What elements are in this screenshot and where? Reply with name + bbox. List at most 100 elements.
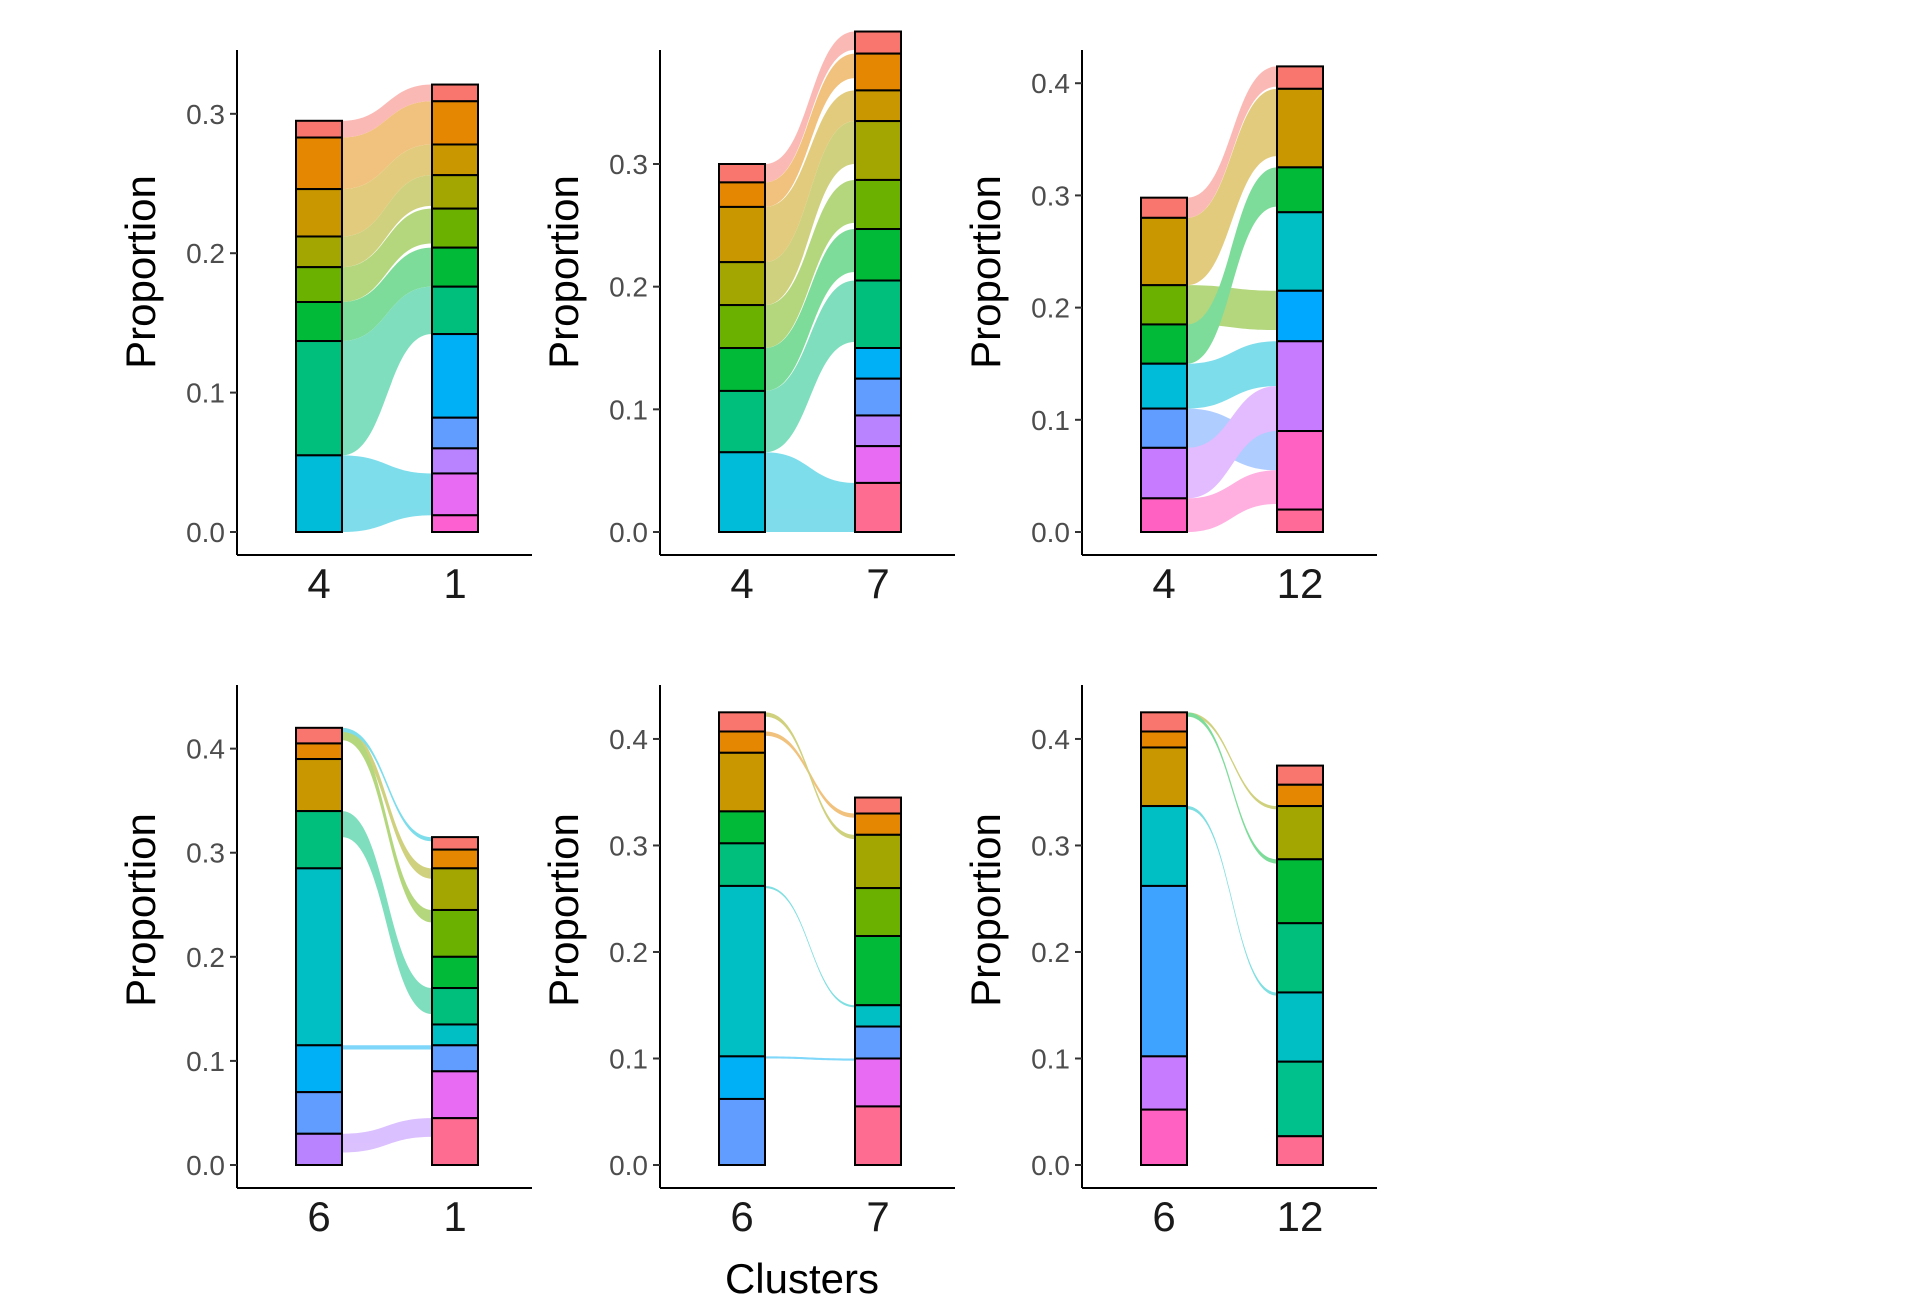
stratum — [718, 1097, 766, 1166]
stratum — [854, 1057, 902, 1108]
stratum — [431, 867, 479, 911]
stratum — [295, 867, 343, 1047]
left-stratum-bar — [295, 119, 343, 534]
panel-2: 0.0 0.1 0.2 0.3 Proportion 4 7 — [540, 30, 955, 607]
stratum — [1140, 216, 1188, 287]
flows — [1187, 66, 1277, 532]
y-axis-title: Proportion — [117, 813, 164, 1007]
stratum — [854, 52, 902, 92]
flow-band — [765, 121, 855, 306]
stratum — [295, 742, 343, 761]
stratum — [295, 454, 343, 534]
stratum — [431, 285, 479, 336]
flow-band — [765, 280, 855, 453]
flow-band — [1187, 341, 1277, 409]
stratum — [431, 955, 479, 990]
flow-band — [342, 101, 432, 190]
stratum — [1276, 1060, 1324, 1138]
flow-band — [765, 452, 855, 532]
y-tick-label: 0.1 — [1031, 1043, 1070, 1074]
x-category-label: 1 — [443, 1193, 466, 1240]
stratum — [431, 174, 479, 210]
flow-band — [765, 31, 855, 183]
y-tick-label: 0.0 — [609, 517, 648, 548]
flow-band — [765, 53, 855, 207]
stratum — [431, 416, 479, 450]
stratum — [1276, 65, 1324, 90]
flow-band — [1187, 712, 1277, 810]
y-tick-label: 0.2 — [1031, 937, 1070, 968]
stratum — [1140, 730, 1188, 749]
stratum — [1140, 497, 1188, 533]
y-tick-label: 0.2 — [609, 272, 648, 303]
stratum — [854, 414, 902, 448]
flow-band — [765, 885, 855, 1008]
stratum — [431, 987, 479, 1026]
stratum — [1276, 783, 1324, 808]
y-tick-label: 0.0 — [1031, 1150, 1070, 1181]
flow-band — [342, 455, 432, 532]
y-tick-label: 0.3 — [609, 830, 648, 861]
flows — [342, 84, 432, 532]
panel-4: 0.0 0.1 0.2 0.3 0.4 Proportion 6 1 — [117, 685, 532, 1240]
stratum — [1140, 407, 1188, 449]
stratum — [295, 810, 343, 870]
stratum — [854, 347, 902, 380]
flow-band — [342, 727, 432, 879]
flow-band — [342, 727, 432, 923]
stratum — [1276, 508, 1324, 533]
stratum — [1276, 858, 1324, 925]
stratum — [431, 1070, 479, 1120]
flow-band — [342, 175, 432, 268]
stratum — [431, 908, 479, 958]
panels: 0.0 0.1 0.2 0.3 Proportion 4 1 0.0 0.1 0.2 0.3 Prop… — [117, 30, 1377, 1240]
flow-band — [1187, 386, 1277, 499]
flows — [765, 31, 855, 532]
stratum — [431, 1023, 479, 1047]
flow-band — [1187, 88, 1277, 286]
right-stratum-bar — [1276, 65, 1324, 533]
flow-band — [342, 1118, 432, 1153]
y-tick-label: 0.1 — [186, 1046, 225, 1077]
y-tick-label: 0.2 — [186, 238, 225, 269]
stratum — [718, 711, 766, 733]
stratum — [854, 120, 902, 181]
stratum — [718, 451, 766, 533]
flow-band — [1187, 167, 1277, 364]
right-stratum-bar — [431, 83, 479, 533]
flow-band — [342, 84, 432, 138]
stratum — [431, 1117, 479, 1166]
right-stratum-bar — [1276, 764, 1324, 1166]
x-category-label: 6 — [730, 1193, 753, 1240]
right-stratum-bar — [854, 796, 902, 1166]
stratum — [1140, 711, 1188, 733]
y-axis-title: Proportion — [962, 813, 1009, 1007]
y-tick-label: 0.2 — [186, 942, 225, 973]
stratum — [854, 228, 902, 282]
flow-band — [342, 1045, 432, 1050]
stratum — [431, 333, 479, 419]
flows — [342, 727, 432, 1153]
y-tick-label: 0.1 — [1031, 405, 1070, 436]
stratum — [854, 796, 902, 815]
right-stratum-bar — [431, 836, 479, 1166]
panel-3: 0.0 0.1 0.2 0.3 0.4 Proportion 4 12 — [962, 50, 1377, 607]
y-tick-label: 0.0 — [186, 1150, 225, 1181]
stratum — [1276, 340, 1324, 433]
stratum — [1140, 884, 1188, 1058]
stratum — [1140, 805, 1188, 887]
stratum — [295, 301, 343, 343]
left-stratum-bar — [1140, 196, 1188, 533]
stratum — [854, 30, 902, 55]
y-tick-label: 0.0 — [186, 517, 225, 548]
stratum — [431, 848, 479, 870]
flow-band — [342, 208, 432, 302]
left-stratum-bar — [718, 163, 766, 533]
stratum — [718, 163, 766, 184]
x-category-label: 7 — [866, 560, 889, 607]
flow-band — [1187, 470, 1277, 532]
stratum — [854, 377, 902, 417]
stratum — [431, 246, 479, 288]
stratum — [854, 89, 902, 123]
